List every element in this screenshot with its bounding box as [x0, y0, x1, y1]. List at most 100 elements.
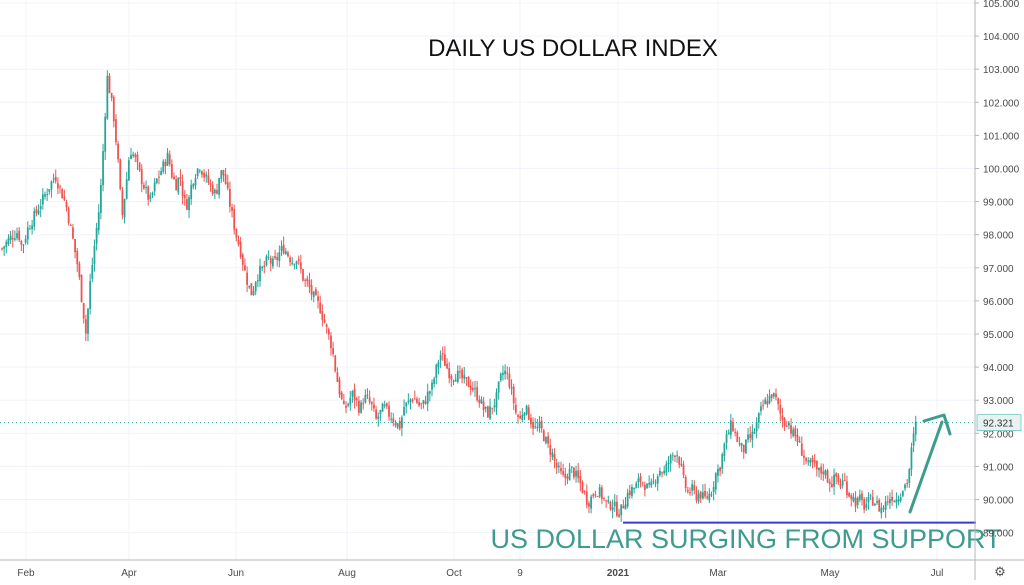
- candle-body: [375, 409, 377, 419]
- candle-body: [772, 392, 775, 397]
- candle-body: [198, 170, 201, 172]
- candle-body: [379, 410, 382, 415]
- candle-body: [76, 250, 79, 265]
- candle-body: [158, 176, 160, 178]
- candle-body: [527, 407, 530, 420]
- candle-body: [179, 177, 182, 179]
- candle-body: [560, 468, 562, 472]
- candle-body: [332, 348, 334, 354]
- candle-body: [306, 278, 309, 282]
- candle-body: [757, 413, 760, 423]
- candle-body: [897, 499, 900, 502]
- candle-body: [278, 252, 281, 262]
- candle-body: [78, 263, 81, 277]
- candle-body: [235, 228, 238, 238]
- y-tick-label: 96.000: [983, 297, 1014, 308]
- candle-body: [54, 176, 57, 182]
- candle-body: [93, 246, 96, 265]
- candle-body: [106, 75, 109, 119]
- candle-body: [502, 372, 504, 375]
- candle-body: [383, 404, 386, 407]
- candle-body: [467, 377, 470, 388]
- candle-body: [39, 206, 42, 210]
- x-tick-label: Jul: [931, 568, 944, 579]
- candle-body: [779, 404, 782, 414]
- candle-body: [308, 280, 311, 288]
- x-tick-label: 9: [517, 568, 523, 579]
- candle-body: [392, 418, 395, 422]
- candle-body: [714, 473, 717, 490]
- candle-body: [84, 319, 87, 334]
- candle-body: [433, 378, 436, 384]
- candle-body: [854, 497, 857, 507]
- candle-body: [456, 370, 459, 382]
- candle-body: [471, 387, 474, 391]
- candle-body: [336, 372, 339, 382]
- candle-body: [239, 241, 242, 257]
- candle-body: [181, 181, 184, 197]
- candle-body: [175, 179, 178, 191]
- candle-body: [624, 504, 627, 510]
- candle-body: [319, 302, 322, 313]
- candle-body: [190, 185, 193, 200]
- candle-body: [493, 405, 496, 408]
- candle-body: [349, 397, 352, 405]
- candle-body: [583, 491, 586, 493]
- candle-body: [605, 500, 608, 502]
- candle-body: [530, 417, 532, 425]
- candle-body: [663, 470, 666, 474]
- candle-body: [542, 430, 545, 442]
- candle-body: [590, 496, 592, 509]
- candle-body: [310, 285, 313, 295]
- candle-body: [616, 501, 618, 516]
- candle-body: [579, 476, 582, 484]
- candle-body: [478, 399, 481, 404]
- candle-body: [418, 401, 420, 406]
- candle-body: [499, 373, 502, 381]
- candle-body: [325, 324, 328, 327]
- candle-body: [476, 387, 479, 401]
- candle-body: [82, 303, 85, 319]
- candle-body: [708, 493, 711, 501]
- candle-body: [835, 473, 838, 477]
- candle-body: [407, 400, 410, 402]
- candle-body: [41, 194, 44, 205]
- annotation-text: US DOLLAR SURGING FROM SUPPORT: [490, 524, 1001, 554]
- candle-body: [173, 176, 175, 180]
- candle-body: [362, 403, 365, 405]
- candle-body: [633, 487, 635, 489]
- grid: [0, 0, 975, 560]
- candle-body: [895, 499, 898, 503]
- candle-body: [585, 491, 588, 505]
- candle-body: [209, 183, 212, 185]
- candle-body: [846, 481, 848, 496]
- candle-body: [312, 291, 315, 297]
- candle-body: [880, 507, 883, 514]
- candle-body: [323, 319, 326, 323]
- candle-body: [788, 423, 790, 426]
- candle-body: [721, 453, 724, 469]
- candle-body: [287, 252, 289, 257]
- candle-body: [745, 439, 747, 454]
- candle-body: [517, 415, 519, 417]
- candle-body: [112, 97, 115, 122]
- y-tick-label: 105.000: [983, 0, 1020, 10]
- candle-body: [69, 224, 72, 226]
- candle-body: [706, 496, 709, 499]
- candle-body: [480, 399, 483, 404]
- y-tick-label: 95.000: [983, 330, 1014, 341]
- candle-body: [299, 262, 302, 270]
- candle-body: [843, 479, 846, 481]
- candle-body: [600, 487, 603, 499]
- candle-body: [474, 388, 476, 390]
- candle-body: [396, 423, 399, 428]
- candle-body: [213, 189, 216, 194]
- candle-body: [781, 415, 784, 420]
- candle-body: [254, 281, 257, 292]
- candle-body: [693, 485, 696, 491]
- candle-body: [596, 496, 599, 498]
- y-tick-label: 99.000: [983, 198, 1014, 209]
- candle-body: [764, 399, 767, 405]
- candle-body: [315, 289, 317, 296]
- candle-body: [446, 363, 448, 369]
